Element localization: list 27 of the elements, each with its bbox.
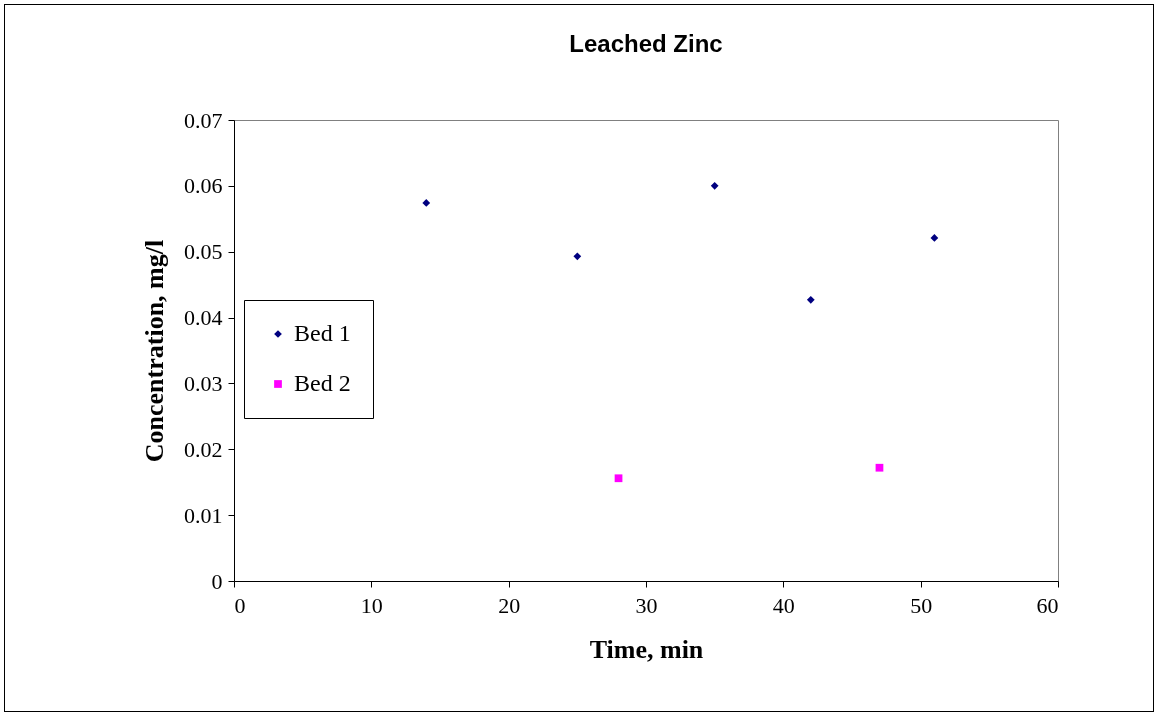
y-tick-label: 0.02 [184,436,223,462]
x-tick-label: 50 [910,592,933,618]
point [875,463,884,472]
y-tick-label: 0 [211,568,223,594]
x-tick-label: 20 [498,592,521,618]
point [806,295,815,304]
point [710,181,719,190]
x-tick-label: 40 [772,592,795,618]
legend-label: Bed 2 [294,370,351,396]
point [573,252,582,261]
x-tick-label: 10 [360,592,383,618]
legend-label: Bed 1 [294,320,351,346]
chart-title: Leached Zinc [569,30,723,57]
y-tick-label: 0.04 [184,305,223,331]
point [930,234,939,242]
x-tick-label: 60 [1036,592,1059,618]
y-tick-label: 0.06 [184,173,223,199]
y-tick-label: 0.07 [184,107,223,133]
point [614,474,623,483]
point [422,199,431,207]
x-tick-label: 0 [234,592,246,618]
y-tick-label: 0.05 [184,239,223,265]
y-tick-label: 0.01 [184,502,223,528]
y-axis-title: Concentration, mg/l [140,239,169,463]
x-axis-title: Time, min [589,634,704,664]
x-tick-label: 30 [635,592,658,618]
y-tick-label: 0.03 [184,370,223,396]
